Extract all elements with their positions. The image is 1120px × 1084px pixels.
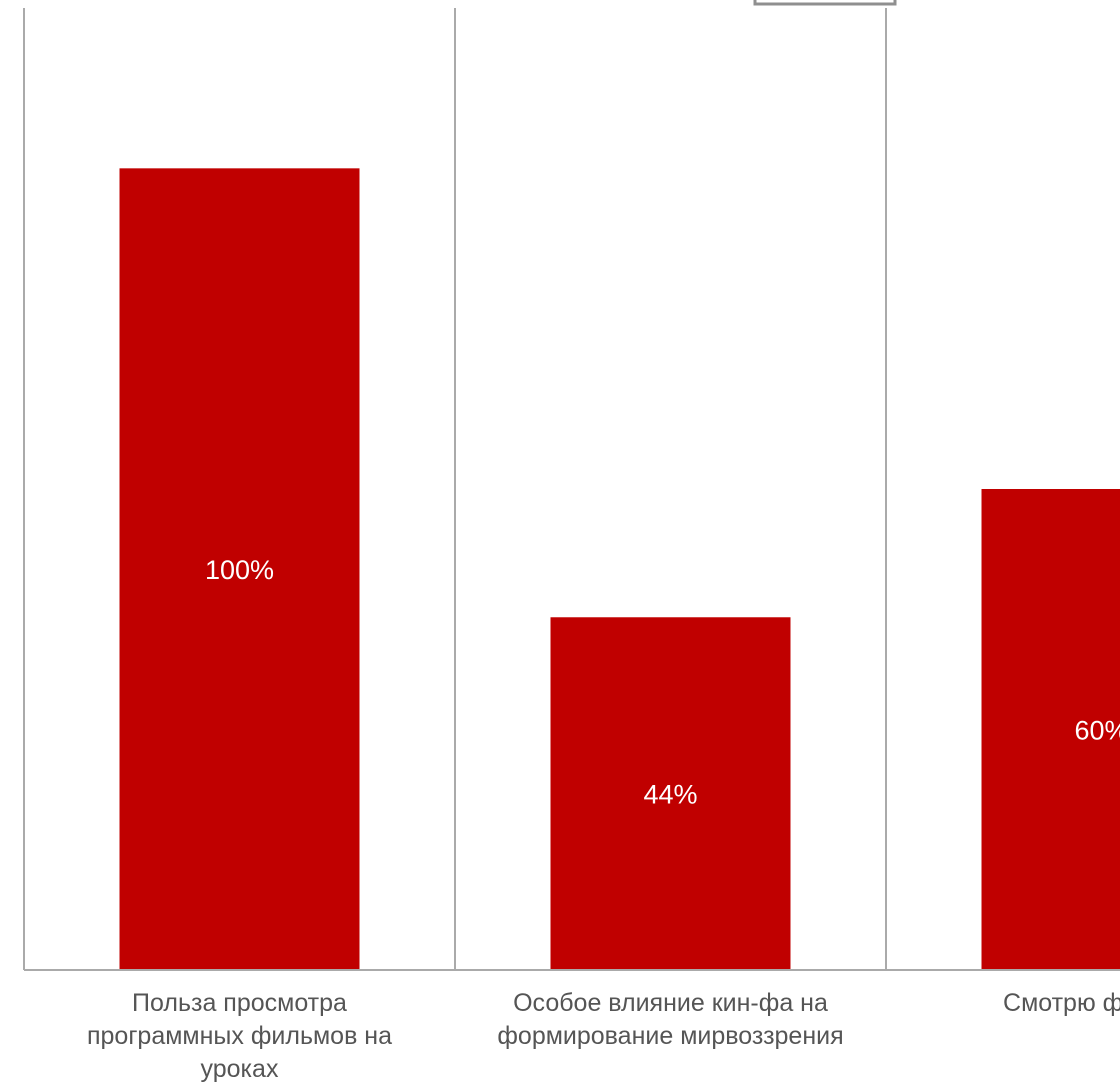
x-tick-labels: Польза просмотра программных фильмов на ур… <box>87 989 1120 1083</box>
bars <box>119 168 1120 971</box>
data-label-2: 44% <box>643 780 697 810</box>
bar-3 <box>981 489 1120 970</box>
data-labels: 100% 44% 60% <box>205 555 1120 809</box>
x-tick-label-2: Особое влияние кин-фа на формирование мир… <box>497 989 843 1050</box>
category-separators <box>23 8 887 970</box>
x-tick-label-3: Смотрю фильмы <box>1003 989 1120 1017</box>
top-box-fragment <box>753 0 897 6</box>
data-label-1: 100% <box>205 555 274 585</box>
data-label-3: 60% <box>1074 716 1120 746</box>
x-tick-label-1: Польза просмотра программных фильмов на ур… <box>87 989 392 1083</box>
bar-2 <box>550 617 791 970</box>
bar-1 <box>119 168 360 971</box>
